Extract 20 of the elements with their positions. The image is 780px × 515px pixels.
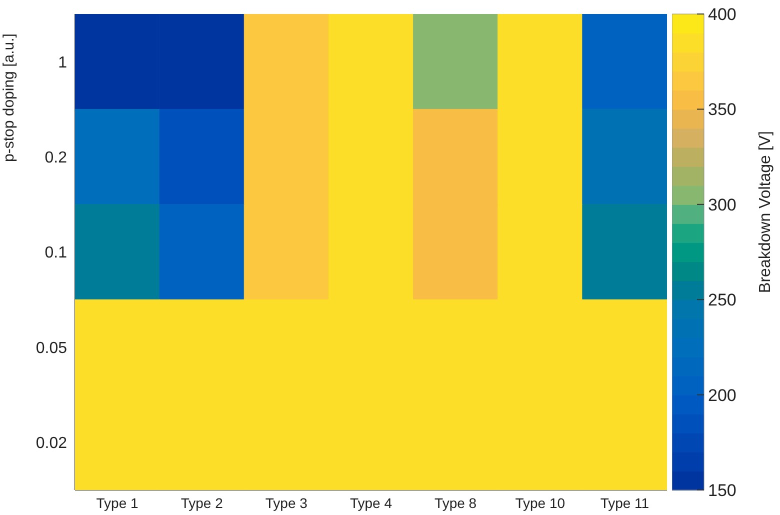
x-tick-label: Type 4 xyxy=(350,494,392,511)
x-tick-label: Type 11 xyxy=(600,494,650,511)
x-tick-label: Type 10 xyxy=(515,494,566,511)
y-tick-label: 0.02 xyxy=(36,435,68,452)
y-axis-title: p-stop doping [a.u.] xyxy=(0,34,18,162)
y-tick-label: 0.05 xyxy=(36,340,68,357)
color-bar-label: 350 xyxy=(708,100,736,120)
y-tick-label: 1 xyxy=(58,54,68,72)
x-tick-label: Type 3 xyxy=(265,494,308,511)
color-bar-label: 150 xyxy=(708,480,736,500)
y-tick-label: 0.2 xyxy=(44,149,68,166)
x-tick-label: Type 1 xyxy=(96,494,139,511)
color-bar-title: Breakdown Voltage [V] xyxy=(757,131,774,293)
color-bar-label: 300 xyxy=(708,195,736,214)
color-bar-label: 400 xyxy=(708,4,736,24)
color-bar-label: 200 xyxy=(708,386,736,405)
y-tick-label: 0.1 xyxy=(44,244,68,262)
color-bar-label: 250 xyxy=(708,290,736,310)
x-tick-label: Type 8 xyxy=(434,494,477,511)
x-tick-label: Type 2 xyxy=(180,494,224,511)
